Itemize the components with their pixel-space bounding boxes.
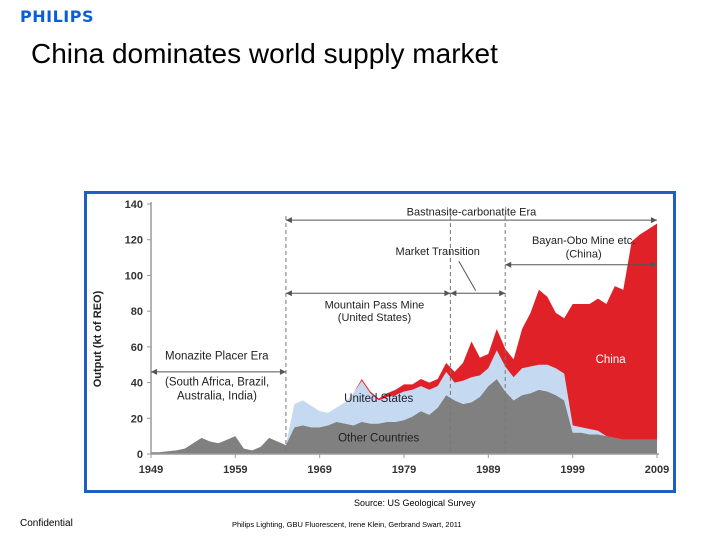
monazite-era-sublabel-1: (South Africa, Brazil, [165, 376, 269, 388]
mountain-pass-arrow-left-head [285, 290, 292, 297]
x-tick-label: 1989 [476, 464, 500, 476]
x-tick-label: 1959 [223, 464, 247, 476]
source-note: Source: US Geological Survey [354, 498, 476, 508]
y-tick-label: 40 [131, 378, 143, 390]
monazite-era-sublabel-2: Australia, India) [177, 391, 257, 403]
bastnasite-era-arrow-right-head [651, 217, 657, 224]
market-transition-arrow-left-head [450, 290, 457, 297]
bastnasite-era-label: Bastnasite-carbonatite Era [407, 207, 538, 219]
slide-title: China dominates world supply market [31, 38, 498, 69]
monazite-era-label: Monazite Placer Era [165, 350, 269, 362]
bayan-obo-arrow-right-head [651, 261, 657, 268]
x-tick-label: 2009 [645, 464, 669, 476]
bayan-obo-arrow-left-head [505, 261, 512, 268]
series-area-united-states [151, 350, 657, 453]
y-tick-label: 80 [131, 306, 143, 318]
market-transition-pointer [458, 260, 477, 291]
rare-earth-output-chart: 0 20 40 60 80 100 120 140 1949 1959 1969 1979 1989 19… [92, 199, 669, 476]
series-area-china [151, 223, 657, 453]
x-tick-label: 1969 [307, 464, 331, 476]
mountain-pass-label: Mountain Pass Mine [325, 299, 425, 311]
y-tick-label: 60 [131, 342, 143, 354]
footer-confidential: Confidential [20, 518, 73, 529]
bayan-obo-label: Bayan-Obo Mine etc. [532, 235, 635, 247]
series-label-united-states: United States [344, 393, 413, 405]
series-label-china: China [596, 354, 627, 366]
mountain-pass-arrow-right-head [444, 290, 451, 297]
y-tick-label: 140 [125, 199, 143, 211]
y-tick-label: 20 [131, 413, 143, 425]
x-tick-label: 1999 [560, 464, 584, 476]
market-transition-arrow-right-head [499, 290, 506, 297]
market-transition-label: Market Transition [396, 246, 480, 258]
y-tick-label: 0 [137, 449, 143, 461]
bayan-obo-sublabel: (China) [566, 249, 602, 261]
y-tick-label: 100 [125, 270, 143, 282]
x-tick-label: 1979 [392, 464, 416, 476]
monazite-era-arrow-left-head [151, 368, 157, 375]
bastnasite-era-arrow-left-head [285, 217, 292, 224]
y-axis-title: Output (kt of REO) [92, 290, 104, 387]
series-label-other-countries: Other Countries [338, 433, 419, 445]
philips-logo: PHILIPS [20, 7, 94, 26]
series-area-other-countries [151, 379, 657, 454]
chart-frame: 0 20 40 60 80 100 120 140 1949 1959 1969 1979 1989 19… [84, 191, 676, 493]
footer-credits: Philips Lighting, GBU Fluorescent, Irene… [232, 520, 462, 529]
x-tick-label: 1949 [139, 464, 163, 476]
y-tick-label: 120 [125, 235, 143, 247]
monazite-era-arrow-right-head [279, 368, 286, 375]
mountain-pass-sublabel: (United States) [338, 312, 411, 324]
